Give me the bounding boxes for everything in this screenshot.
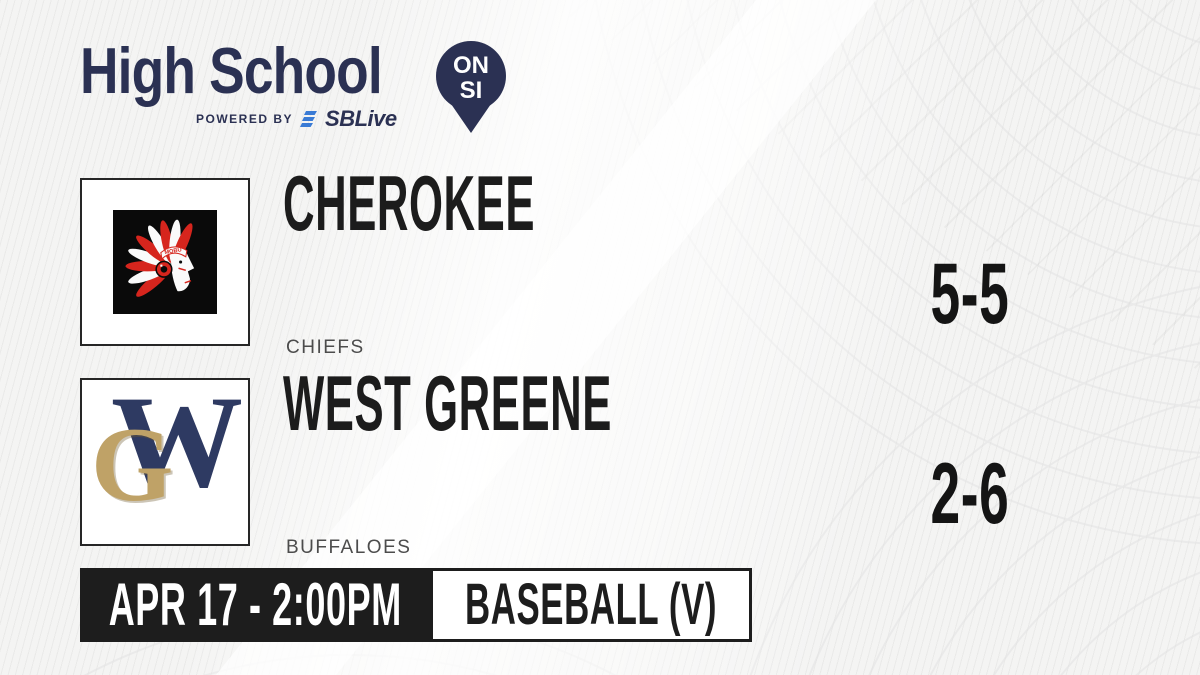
- on-si-pin-icon: ON SI: [436, 41, 506, 133]
- brand-title: High School: [80, 34, 383, 107]
- team2-mascot: BUFFALOES: [286, 537, 412, 558]
- game-sport-box: BASEBALL (V): [430, 568, 752, 642]
- sblive-wordmark: SBLive: [325, 106, 397, 131]
- monogram-letter-w: W: [111, 368, 243, 515]
- team1-name: CHEROKEE: [283, 159, 536, 247]
- team2-record: 2-6: [930, 446, 1010, 542]
- powered-by-label: POWERED BY: [196, 112, 294, 126]
- game-datetime: APR 17 - 2:00PM: [108, 571, 402, 638]
- team1-logo-box: MOBU: [80, 178, 250, 346]
- pin-text-on: ON: [453, 52, 489, 79]
- team1-record: 5-5: [930, 246, 1010, 342]
- sblive-bolt-icon: [300, 111, 318, 127]
- pin-text-si: SI: [460, 77, 483, 104]
- game-datetime-box: APR 17 - 2:00PM: [80, 568, 430, 642]
- team1-mascot: CHIEFS: [286, 337, 365, 358]
- team2-name: WEST GREENE: [283, 359, 612, 447]
- team2-logo-box: W G: [80, 376, 250, 546]
- monogram-letter-g: G: [91, 406, 174, 523]
- team1-logo-cherokee-chief-icon: MOBU: [113, 210, 217, 314]
- team2-logo-wg-monogram: W G: [91, 376, 243, 532]
- powered-by-row: POWERED BY SBLive: [196, 106, 397, 132]
- team1-logo-headband-text: MOBU: [164, 247, 182, 256]
- game-sport: BASEBALL (V): [464, 572, 718, 637]
